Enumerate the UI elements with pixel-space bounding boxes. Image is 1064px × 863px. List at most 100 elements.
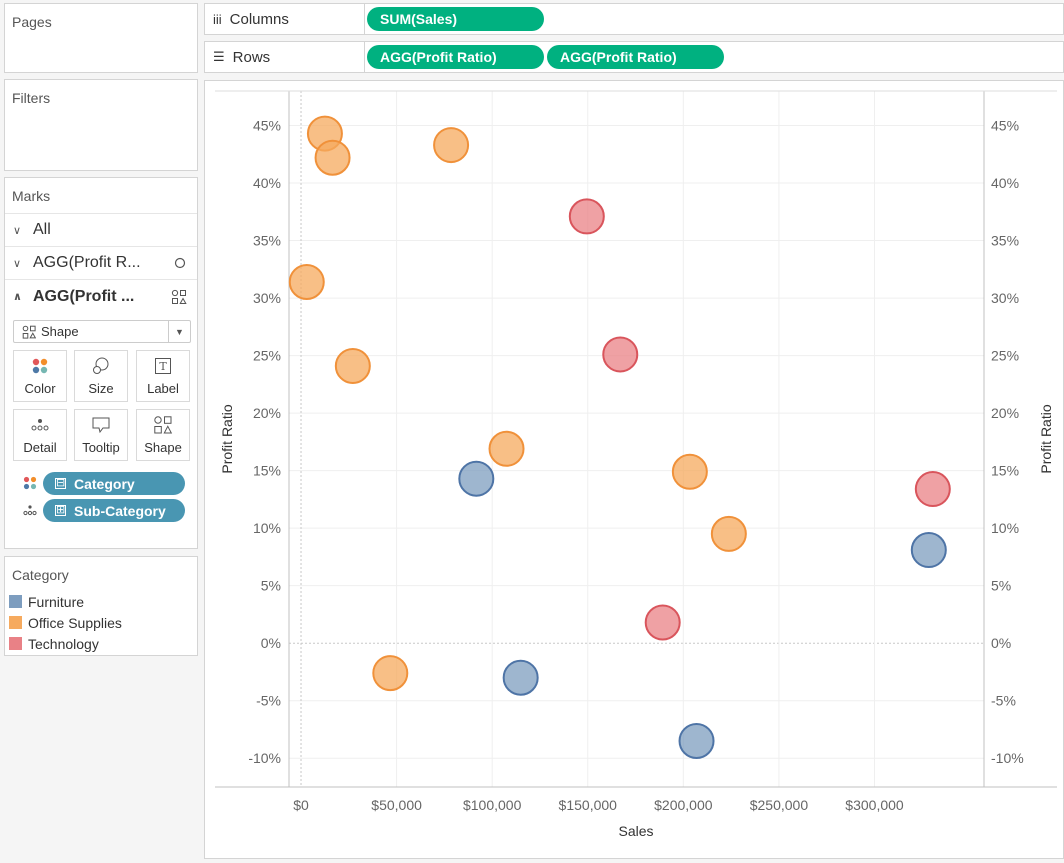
pill-label: Sub-Category xyxy=(74,502,166,519)
y-tick-label-right: 0% xyxy=(991,635,1011,651)
y-tick-label-right: -10% xyxy=(991,750,1024,766)
circle-icon xyxy=(174,257,186,269)
legend-item-technology[interactable]: Technology xyxy=(5,633,197,654)
data-point-technology[interactable] xyxy=(914,471,951,508)
collapse-icon[interactable]: ⊟ xyxy=(55,477,66,489)
marks-row-profit-ratio-1[interactable]: ∨ AGG(Profit R... xyxy=(5,247,197,280)
y-tick-label: 25% xyxy=(253,348,281,364)
y-tick-label: 0% xyxy=(261,635,281,651)
data-point-furniture[interactable] xyxy=(678,722,715,759)
legend-swatch xyxy=(9,595,22,608)
shape-button[interactable]: Shape xyxy=(136,409,190,461)
pages-shelf[interactable]: Pages xyxy=(4,3,198,73)
filters-title: Filters xyxy=(12,90,51,106)
columns-shelf[interactable]: iii Columns SUM(Sales) xyxy=(204,3,1064,35)
expand-icon[interactable]: ⊞ xyxy=(55,504,66,516)
y-tick-label-right: 15% xyxy=(991,463,1019,479)
size-icon xyxy=(93,357,109,374)
detail-icon xyxy=(23,505,37,516)
sum-sales-pill[interactable]: SUM(Sales) xyxy=(367,7,544,31)
marks-card: Marks ∨ All ∨ AGG(Profit R... ∧ AGG(Prof… xyxy=(4,177,198,549)
pages-title: Pages xyxy=(12,14,52,30)
data-point-furniture[interactable] xyxy=(910,532,947,569)
y-tick-label: 20% xyxy=(253,405,281,421)
scatter-chart[interactable]: -10% -10% -5% -5% 0% 0% 5% 5% 10% 10% 15% 15% 20% 20%… xyxy=(205,81,1063,858)
marks-row-label: AGG(Profit ... xyxy=(33,287,135,305)
y-tick-label: 15% xyxy=(253,463,281,479)
mark-type-select[interactable]: Shape ▼ xyxy=(13,320,191,343)
y-tick-label-right: 30% xyxy=(991,290,1019,306)
y-axis-title-right: Profit Ratio xyxy=(1038,404,1054,473)
shape-icon xyxy=(22,325,36,339)
data-point-office-supplies[interactable] xyxy=(288,263,325,300)
x-tick-label: $0 xyxy=(293,797,309,813)
x-tick-label: $300,000 xyxy=(845,797,904,813)
profit-ratio-pill-1[interactable]: AGG(Profit Ratio) xyxy=(367,45,544,69)
shape-icon xyxy=(154,416,173,434)
data-point-office-supplies[interactable] xyxy=(314,139,351,176)
marks-row-all[interactable]: ∨ All xyxy=(5,214,197,247)
y-tick-label: 45% xyxy=(253,118,281,134)
y-tick-label: 10% xyxy=(253,520,281,536)
tooltip-button[interactable]: Tooltip xyxy=(74,409,128,461)
legend-label: Office Supplies xyxy=(28,614,122,631)
legend-swatch xyxy=(9,616,22,629)
marks-row-profit-ratio-2[interactable]: ∧ AGG(Profit ... xyxy=(5,280,197,313)
x-tick-label: $100,000 xyxy=(463,797,522,813)
rows-shelf[interactable]: ☰ Rows AGG(Profit Ratio) AGG(Profit Rati… xyxy=(204,41,1064,73)
detail-label: Detail xyxy=(23,440,57,455)
y-tick-label-right: -5% xyxy=(991,693,1016,709)
data-point-technology[interactable] xyxy=(602,336,639,373)
profit-ratio-pill-2[interactable]: AGG(Profit Ratio) xyxy=(547,45,724,69)
y-axis-title: Profit Ratio xyxy=(219,404,235,473)
x-tick-label: $150,000 xyxy=(559,797,618,813)
legend-label: Furniture xyxy=(28,593,85,610)
data-point-office-supplies[interactable] xyxy=(372,655,409,692)
color-button[interactable]: Color xyxy=(13,350,67,402)
legend-label: Technology xyxy=(28,635,99,652)
data-point-office-supplies[interactable] xyxy=(488,430,525,467)
y-tick-label: 35% xyxy=(253,233,281,249)
x-tick-label: $200,000 xyxy=(654,797,713,813)
columns-icon: iii xyxy=(213,11,222,27)
chevron-down-icon: ∨ xyxy=(13,257,22,270)
label-button[interactable]: T Label xyxy=(136,350,190,402)
label-icon: T xyxy=(155,358,171,374)
sub-category-detail-pill[interactable]: ⊞ Sub-Category xyxy=(43,499,185,522)
y-tick-label-right: 25% xyxy=(991,348,1019,364)
data-point-office-supplies[interactable] xyxy=(671,453,708,490)
y-tick-label-right: 5% xyxy=(991,578,1011,594)
data-point-furniture[interactable] xyxy=(458,460,495,497)
data-point-technology[interactable] xyxy=(644,604,681,641)
y-tick-label-right: 20% xyxy=(991,405,1019,421)
color-icon xyxy=(23,476,37,490)
data-point-furniture[interactable] xyxy=(502,659,539,696)
pill-label: Category xyxy=(74,475,135,492)
columns-label: Columns xyxy=(229,10,289,28)
data-point-office-supplies[interactable] xyxy=(433,127,470,164)
tooltip-label: Tooltip xyxy=(82,440,120,455)
chevron-down-icon[interactable]: ▼ xyxy=(168,321,190,342)
y-tick-label-right: 45% xyxy=(991,118,1019,134)
detail-button[interactable]: Detail xyxy=(13,409,67,461)
filters-shelf[interactable]: Filters xyxy=(4,79,198,171)
mark-type-value: Shape xyxy=(41,324,79,339)
data-point-office-supplies[interactable] xyxy=(710,515,747,552)
color-label: Color xyxy=(24,381,56,396)
legend-item-furniture[interactable]: Furniture xyxy=(5,591,197,612)
data-point-office-supplies[interactable] xyxy=(334,347,371,384)
tooltip-icon xyxy=(92,417,110,434)
columns-shelf-label: iii Columns xyxy=(205,4,365,34)
x-axis-title: Sales xyxy=(618,823,653,839)
category-color-pill[interactable]: ⊟ Category xyxy=(43,472,185,495)
viz-area[interactable]: -10% -10% -5% -5% 0% 0% 5% 5% 10% 10% 15% 15% 20% 20%… xyxy=(204,80,1064,859)
y-tick-label-right: 10% xyxy=(991,520,1019,536)
legend-swatch xyxy=(9,637,22,650)
svg-text:T: T xyxy=(159,360,167,373)
legend-item-office-supplies[interactable]: Office Supplies xyxy=(5,612,197,633)
size-button[interactable]: Size xyxy=(74,350,128,402)
category-legend: Category Furniture Office Supplies Techn… xyxy=(4,556,198,656)
data-point-technology[interactable] xyxy=(568,198,605,235)
rows-icon: ☰ xyxy=(213,49,225,64)
y-tick-label: -5% xyxy=(256,693,281,709)
